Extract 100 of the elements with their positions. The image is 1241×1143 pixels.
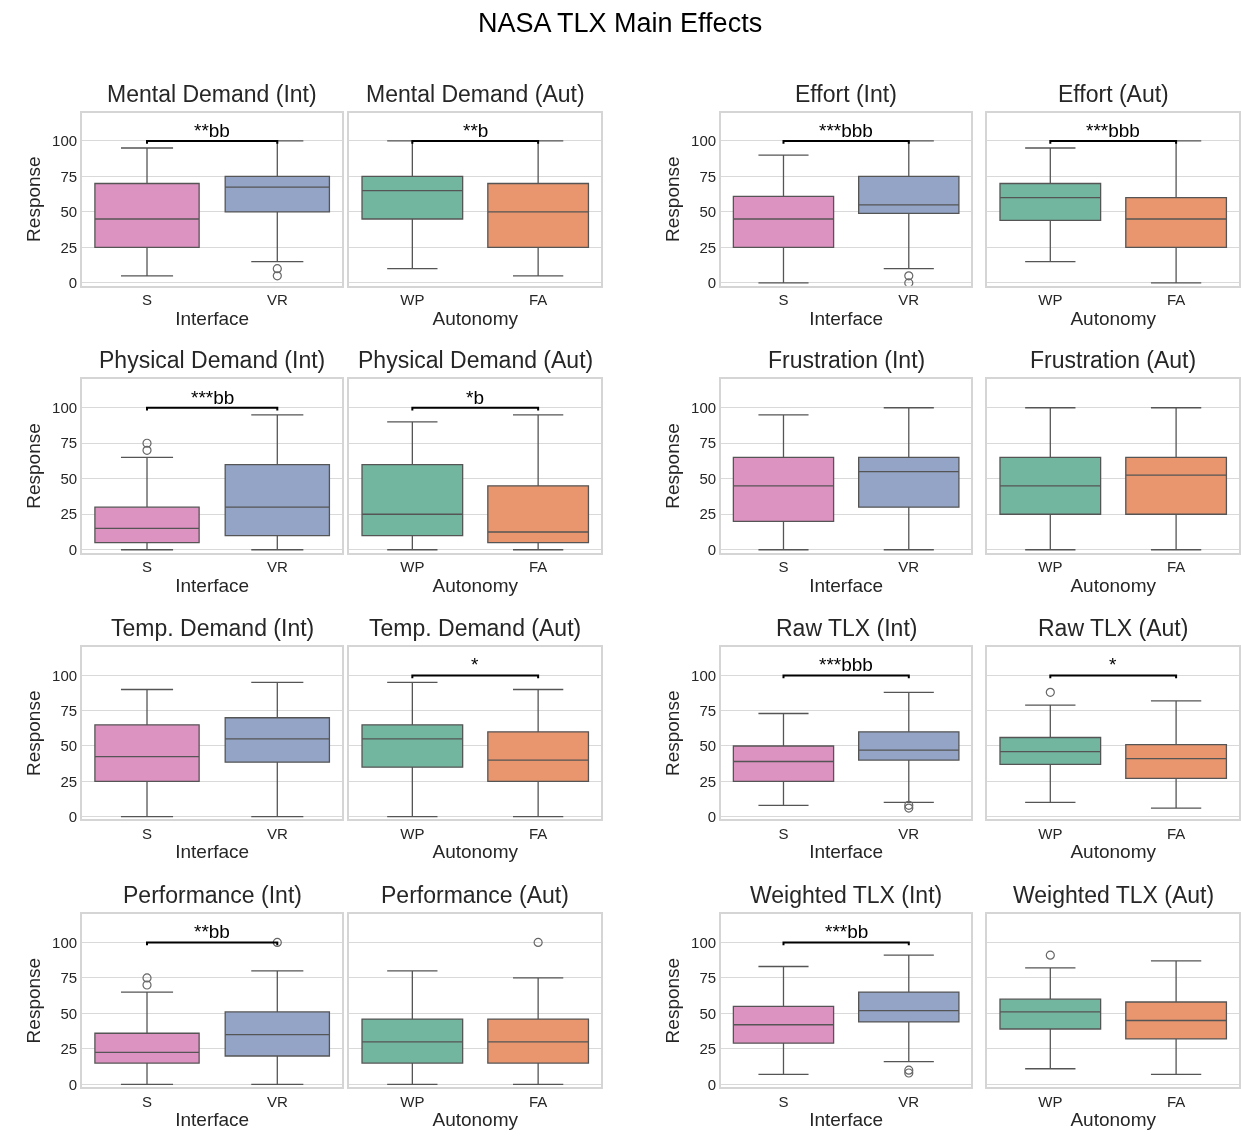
y-tick-label: 0 bbox=[68, 274, 78, 292]
x-tick-label: VR bbox=[898, 1092, 920, 1110]
x-tick-label: FA bbox=[528, 291, 548, 309]
x-tick-label: FA bbox=[528, 825, 548, 843]
x-tick-label: S bbox=[778, 291, 789, 309]
annotation: ***bbb bbox=[819, 120, 873, 141]
y-tick-label: 25 bbox=[60, 238, 78, 256]
y-axis-title: Response bbox=[23, 957, 45, 1044]
x-tick-label: VR bbox=[898, 825, 920, 843]
y-tick-label: 100 bbox=[52, 666, 78, 684]
chart-title: Effort (Int) bbox=[795, 81, 897, 107]
x-axis-title: Interface bbox=[175, 841, 250, 863]
x-tick-label: S bbox=[142, 291, 153, 309]
y-tick-label: 0 bbox=[707, 807, 717, 825]
annotation: **bb bbox=[194, 921, 230, 942]
chart-title: Temp. Demand (Aut) bbox=[369, 615, 582, 641]
chart-title: Physical Demand (Int) bbox=[99, 347, 326, 373]
y-tick-label: 50 bbox=[699, 1004, 717, 1022]
x-axis-title: Autonomy bbox=[1070, 307, 1157, 329]
y-axis-title: Response bbox=[23, 156, 45, 242]
x-axis-title: Interface bbox=[809, 307, 884, 329]
annotation: **b bbox=[463, 120, 489, 141]
x-tick-label: WP bbox=[1038, 1092, 1063, 1110]
x-tick-label: S bbox=[778, 558, 789, 576]
y-axis-title: Response bbox=[662, 957, 684, 1044]
x-tick-label: WP bbox=[400, 825, 425, 843]
y-tick-label: 0 bbox=[707, 540, 717, 558]
y-tick-label: 75 bbox=[699, 969, 717, 987]
y-tick-label: 0 bbox=[68, 807, 78, 825]
y-tick-label: 100 bbox=[691, 666, 717, 684]
y-axis-title: Response bbox=[662, 690, 684, 777]
x-tick-label: S bbox=[778, 1092, 789, 1110]
x-tick-label: VR bbox=[266, 291, 288, 309]
annotation: * bbox=[471, 654, 479, 675]
x-axis-title: Autonomy bbox=[1070, 1109, 1157, 1131]
x-tick-label: WP bbox=[1038, 558, 1063, 576]
x-tick-label: FA bbox=[1166, 291, 1186, 309]
y-axis-title: Response bbox=[662, 423, 684, 509]
chart-title: Weighted TLX (Int) bbox=[750, 882, 943, 908]
y-tick-label: 50 bbox=[60, 1004, 78, 1022]
y-tick-label: 100 bbox=[691, 933, 717, 951]
x-tick-label: FA bbox=[528, 558, 548, 576]
y-tick-label: 75 bbox=[699, 701, 717, 719]
x-axis-title: Autonomy bbox=[1070, 841, 1157, 863]
x-tick-label: FA bbox=[1166, 1092, 1186, 1110]
y-tick-label: 25 bbox=[699, 1040, 717, 1058]
chart-title: Raw TLX (Aut) bbox=[1038, 615, 1189, 641]
x-tick-label: WP bbox=[1038, 291, 1063, 309]
annotation: * bbox=[1109, 654, 1117, 675]
y-tick-label: 100 bbox=[52, 132, 78, 150]
x-tick-label: VR bbox=[266, 1092, 288, 1110]
y-tick-label: 25 bbox=[60, 505, 78, 523]
y-tick-label: 25 bbox=[699, 505, 717, 523]
y-axis-title: Response bbox=[23, 690, 45, 777]
y-tick-label: 25 bbox=[699, 238, 717, 256]
x-axis-title: Autonomy bbox=[1070, 574, 1157, 596]
chart-title: Raw TLX (Int) bbox=[776, 615, 918, 641]
x-axis-title: Autonomy bbox=[432, 1109, 519, 1131]
x-tick-label: WP bbox=[400, 291, 425, 309]
annotation: ***bb bbox=[825, 921, 869, 942]
y-tick-label: 25 bbox=[699, 772, 717, 790]
y-tick-label: 50 bbox=[699, 737, 717, 755]
y-axis-title: Response bbox=[23, 423, 45, 509]
x-tick-label: S bbox=[778, 825, 789, 843]
y-tick-label: 100 bbox=[52, 933, 78, 951]
y-tick-label: 25 bbox=[60, 772, 78, 790]
chart-title: Weighted TLX (Aut) bbox=[1013, 882, 1215, 908]
x-tick-label: VR bbox=[266, 825, 288, 843]
y-tick-label: 25 bbox=[60, 1040, 78, 1058]
annotation: **bb bbox=[194, 120, 230, 141]
y-tick-label: 50 bbox=[60, 469, 78, 487]
y-tick-label: 100 bbox=[52, 398, 78, 416]
x-axis-title: Interface bbox=[175, 307, 250, 329]
x-axis-title: Interface bbox=[809, 1109, 884, 1131]
x-tick-label: WP bbox=[1038, 825, 1063, 843]
y-tick-label: 100 bbox=[691, 132, 717, 150]
chart-title: Performance (Int) bbox=[123, 882, 302, 908]
y-tick-label: 75 bbox=[699, 167, 717, 185]
x-tick-label: FA bbox=[1166, 558, 1186, 576]
x-tick-label: WP bbox=[400, 1092, 425, 1110]
x-axis-title: Autonomy bbox=[432, 841, 519, 863]
x-axis-title: Autonomy bbox=[432, 307, 519, 329]
x-axis-title: Autonomy bbox=[432, 574, 519, 596]
x-axis-title: Interface bbox=[175, 574, 250, 596]
y-tick-label: 75 bbox=[60, 434, 78, 452]
y-tick-label: 0 bbox=[707, 1075, 717, 1093]
chart-title: Mental Demand (Aut) bbox=[366, 81, 585, 107]
y-tick-label: 0 bbox=[707, 274, 717, 292]
x-axis-title: Interface bbox=[175, 1109, 250, 1131]
y-tick-label: 75 bbox=[60, 969, 78, 987]
x-tick-label: WP bbox=[400, 558, 425, 576]
x-tick-label: VR bbox=[898, 558, 920, 576]
x-tick-label: FA bbox=[528, 1092, 548, 1110]
text: NASA TLX Main Effects bbox=[478, 8, 763, 38]
y-axis-title: Response bbox=[662, 156, 684, 242]
x-tick-label: S bbox=[142, 1092, 153, 1110]
y-tick-label: 0 bbox=[68, 1075, 78, 1093]
chart-title: Performance (Aut) bbox=[381, 882, 569, 908]
y-tick-label: 50 bbox=[699, 469, 717, 487]
x-tick-label: FA bbox=[1166, 825, 1186, 843]
